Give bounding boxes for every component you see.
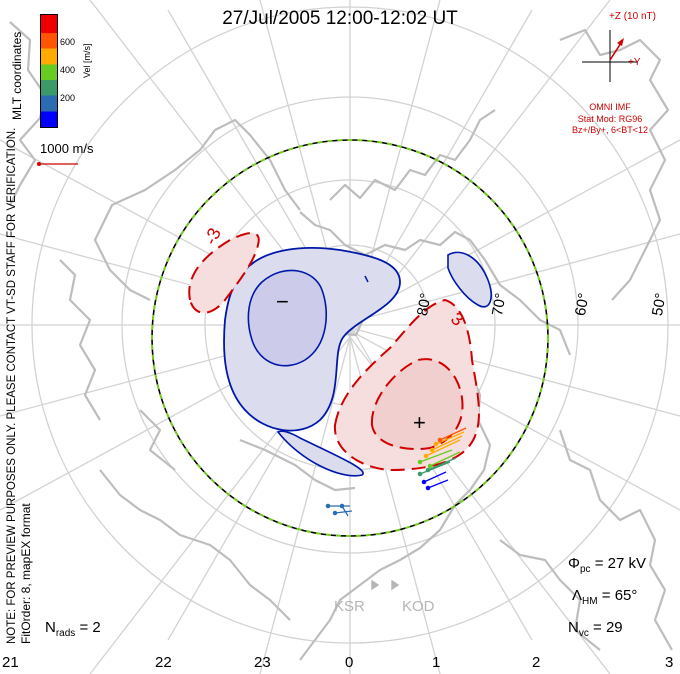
velocity-vectors: [325, 427, 467, 517]
hm-boundary-latitude: ΛHM = 65°: [572, 587, 637, 607]
positive-potential-cell: [188, 232, 480, 472]
mlt-label-23: 23: [254, 654, 271, 671]
fit-order-note: FitOrder: 8, mapEX format: [19, 503, 33, 644]
reference-vector: [37, 162, 78, 166]
phi-symbol: Φ: [568, 555, 580, 572]
max-potential-marker: +: [413, 410, 426, 435]
lambda-subscript: HM: [582, 596, 598, 607]
nvc-value: = 29: [593, 619, 623, 636]
map-title: 27/Jul/2005 12:00-12:02 UT: [222, 8, 458, 29]
coastlines: [9, 21, 673, 661]
nrads-symbol: N: [45, 619, 56, 636]
phi-subscript: pc: [579, 564, 591, 575]
negative-potential-cell: [223, 247, 492, 477]
lambda-value: = 65°: [601, 587, 638, 604]
colorbar-tick-400: 400: [60, 65, 76, 75]
lambda-symbol: Λ: [572, 587, 583, 604]
radar-count: Nrads = 2: [45, 619, 101, 639]
mlt-label-22: 22: [155, 654, 172, 671]
imf-clock: [582, 30, 638, 82]
mlt-label-1: 1: [432, 654, 441, 671]
imf-bz-label: +Z (10 nT): [609, 11, 656, 22]
nrads-value: = 2: [79, 619, 101, 636]
min-potential-marker: −: [276, 289, 289, 314]
mlt-label-21: 21: [2, 654, 19, 671]
mlt-label-0: 0: [345, 654, 354, 671]
reference-vector-label: 1000 m/s: [40, 141, 94, 156]
mlt-label-3: 3: [665, 654, 674, 671]
colorbar-tick-600: 600: [60, 37, 76, 47]
phi-value: = 27 kV: [594, 555, 646, 572]
colorbar-tick-200: 200: [60, 93, 76, 103]
imf-by-label: +Y: [628, 57, 641, 68]
radar-label-kod: KOD: [402, 598, 435, 615]
radar-label-ksr: KSR: [334, 598, 365, 615]
imf-stat-mod: Stat Mod: RG96: [577, 114, 643, 124]
velocity-colorbar: [40, 14, 58, 128]
mlt-label-2: 2: [532, 654, 541, 671]
imf-condition: Bz+/By+, 6<BT<12: [571, 125, 649, 135]
nrads-subscript: rads: [55, 628, 76, 639]
coordinates-label: MLT coordinates: [10, 31, 24, 120]
cross-polar-potential: Φpc = 27 kV: [568, 555, 646, 575]
preview-note: NOTE: FOR PREVIEW PURPOSES ONLY. PLEASE …: [6, 127, 18, 644]
radar-site-markers: [371, 579, 400, 591]
nvc-subscript: vc: [578, 628, 589, 639]
imf-source: OMNI IMF: [589, 102, 631, 112]
vector-count: Nvc = 29: [568, 619, 623, 639]
nvc-symbol: N: [568, 619, 579, 636]
colorbar-label: Vel [m/s]: [82, 43, 92, 78]
